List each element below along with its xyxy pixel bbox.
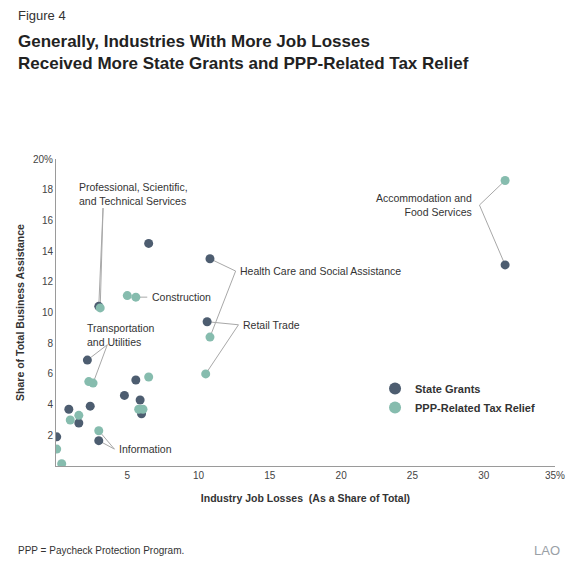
svg-text:Transportationand Utilities: Transportationand Utilities (87, 322, 154, 348)
svg-text:30: 30 (478, 470, 490, 481)
svg-text:8: 8 (47, 338, 53, 349)
svg-text:Retail Trade: Retail Trade (243, 319, 300, 331)
svg-text:Industry Job Losses (As a Sha: Industry Job Losses (As a Share of Total… (201, 492, 410, 504)
svg-text:35%: 35% (545, 470, 565, 481)
svg-text:18: 18 (42, 184, 54, 195)
svg-text:Generally, Industries With Mor: Generally, Industries With More Job Loss… (18, 32, 469, 73)
svg-text:10: 10 (42, 307, 54, 318)
svg-text:Accommodation andFood Services: Accommodation andFood Services (376, 192, 472, 218)
svg-text:Information: Information (119, 443, 172, 455)
svg-text:5: 5 (125, 470, 131, 481)
svg-text:15: 15 (264, 470, 276, 481)
svg-text:Health Care and Social Assista: Health Care and Social Assistance (240, 265, 401, 277)
svg-text:Share of Total Business Assist: Share of Total Business Assistance (14, 224, 26, 401)
svg-text:10: 10 (193, 470, 205, 481)
svg-text:PPP = Paycheck Protection Prog: PPP = Paycheck Protection Program. (18, 545, 184, 556)
svg-text:6: 6 (47, 368, 53, 379)
svg-text:2: 2 (47, 430, 53, 441)
svg-text:Figure 4: Figure 4 (18, 8, 66, 23)
svg-text:PPP-Related Tax Relief: PPP-Related Tax Relief (415, 402, 535, 414)
svg-text:Construction: Construction (152, 291, 211, 303)
svg-text:12: 12 (42, 276, 54, 287)
svg-text:20%: 20% (33, 154, 53, 165)
svg-text:LAO: LAO (534, 543, 560, 558)
svg-text:Professional, Scientific,and T: Professional, Scientific,and Technical S… (79, 181, 188, 207)
svg-text:16: 16 (42, 215, 54, 226)
svg-text:State Grants: State Grants (415, 383, 480, 395)
svg-text:4: 4 (47, 399, 53, 410)
svg-text:25: 25 (407, 470, 419, 481)
svg-text:14: 14 (42, 246, 54, 257)
svg-text:20: 20 (336, 470, 348, 481)
